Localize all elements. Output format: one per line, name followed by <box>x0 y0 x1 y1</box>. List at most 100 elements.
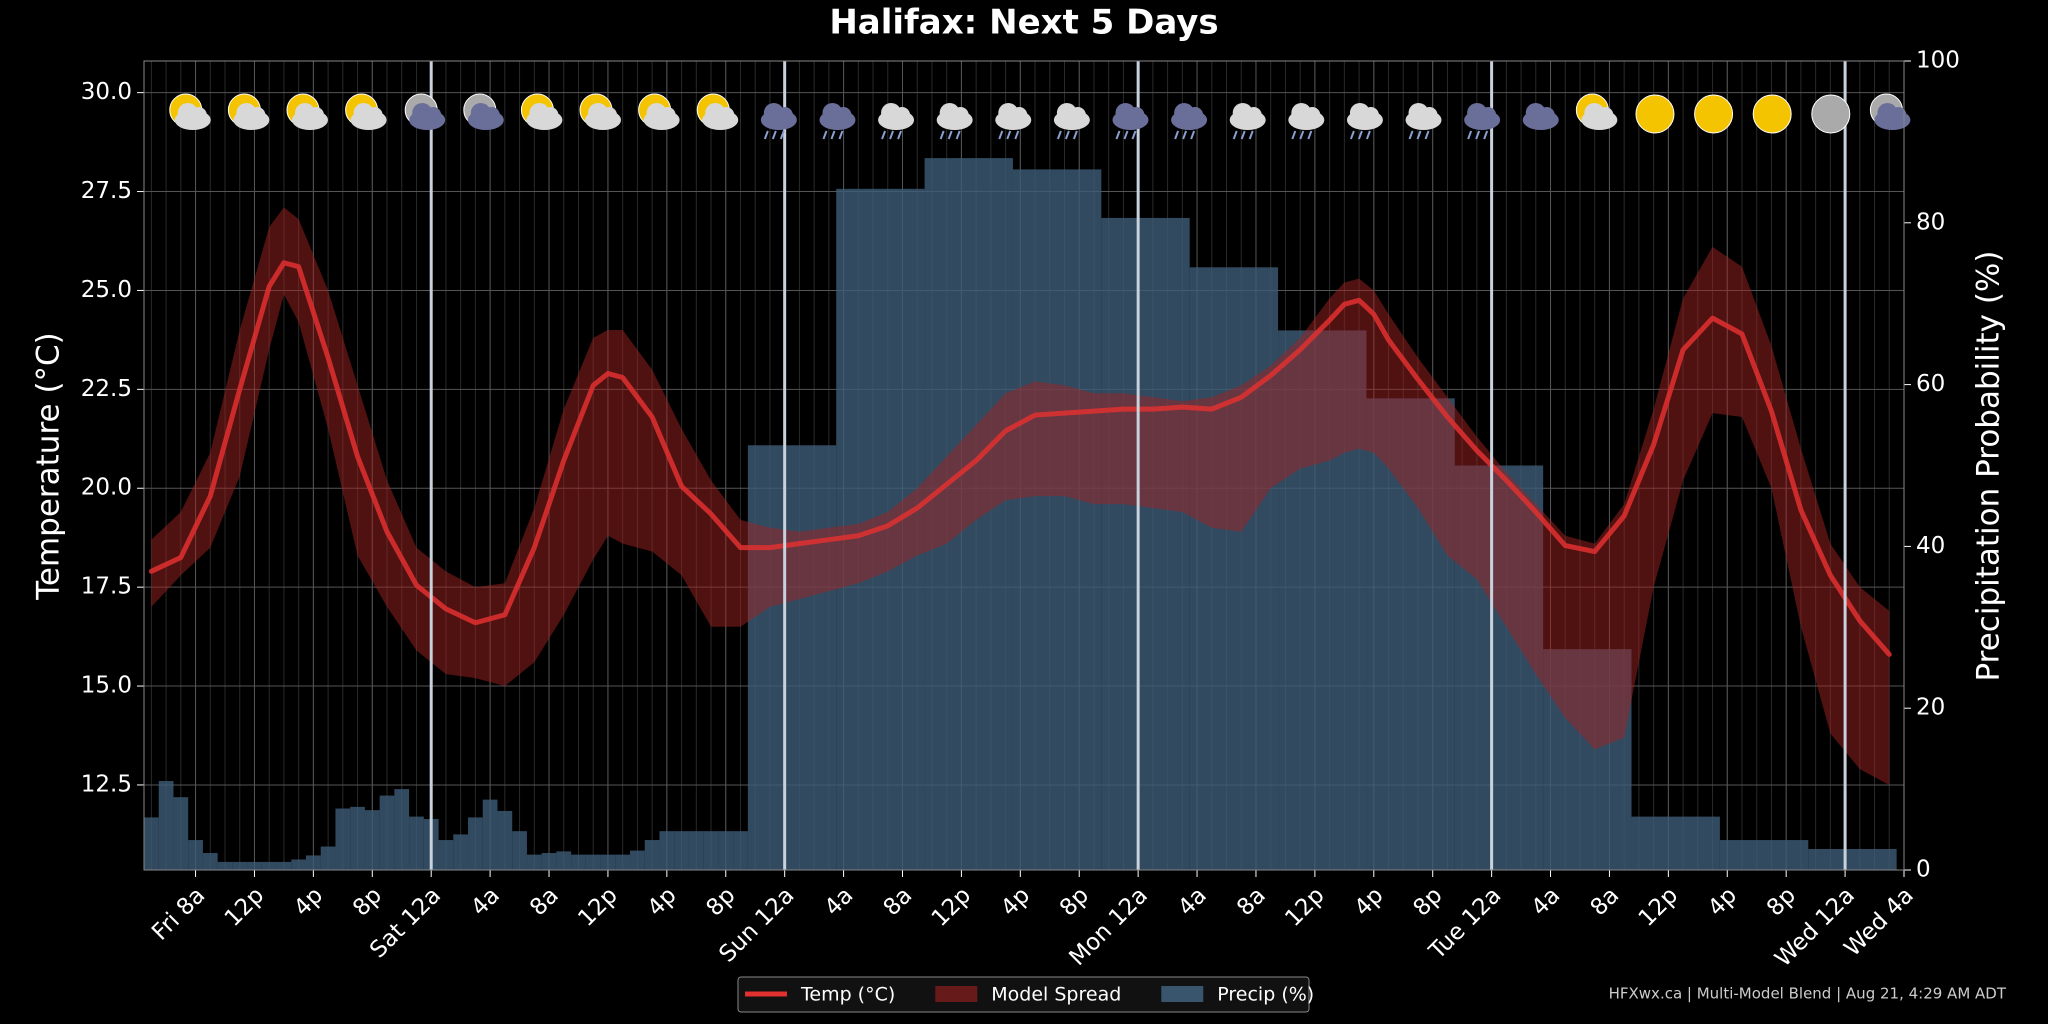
y-tick-label: 12.5 <box>81 771 132 797</box>
cloud <box>1069 107 1086 123</box>
cloud <box>718 107 735 123</box>
precip-bar <box>630 850 645 870</box>
rain <box>1475 130 1481 140</box>
legend-box <box>737 976 1310 1013</box>
rain <box>1248 130 1254 140</box>
precip-bar <box>261 861 277 870</box>
precip-bar <box>688 831 704 870</box>
y2-axis-label: Precipitation Probability (%) <box>1971 251 2007 682</box>
cloud <box>894 107 911 123</box>
rain <box>1299 130 1305 140</box>
y-tick-label: 15.0 <box>81 673 132 699</box>
precip-bar <box>615 854 631 870</box>
precip-bar <box>247 861 262 870</box>
y-tick-label: 25.0 <box>81 277 132 303</box>
cloud <box>249 107 266 123</box>
rain <box>1014 130 1020 140</box>
y-tick-label: 20.0 <box>81 475 132 501</box>
cloud <box>659 107 676 123</box>
y-axis-label: Temperature (°C) <box>31 332 67 601</box>
precip-bar <box>1808 848 1897 870</box>
rain <box>779 130 785 140</box>
precip-bar <box>733 831 748 870</box>
chart-title: Halifax: Next 5 Days <box>829 3 1218 43</box>
moon <box>1811 94 1851 134</box>
rain <box>1182 130 1188 140</box>
precip-bar <box>1189 267 1279 870</box>
model-spread <box>151 207 1890 785</box>
precip-bar <box>674 831 689 870</box>
precip-bar <box>541 853 557 870</box>
rain <box>1174 130 1180 140</box>
rain <box>1349 130 1355 140</box>
precip-bar <box>747 445 837 870</box>
precip-bar <box>497 810 513 870</box>
cloud <box>366 107 383 123</box>
cloud <box>835 107 852 123</box>
rain <box>1123 130 1129 140</box>
footnote: HFXwx.ca | Multi-Model Blend | Aug 21, 4… <box>1609 985 2007 1003</box>
y-tick-label: 27.5 <box>81 178 132 204</box>
precip-bar <box>659 831 675 870</box>
y2-tick-label: 80 <box>1916 209 1945 235</box>
cloud <box>307 107 324 123</box>
precip-bar <box>718 831 734 870</box>
precip-bar <box>482 799 498 870</box>
cloud <box>1362 107 1379 123</box>
precip-bar <box>512 831 527 870</box>
cloud <box>952 107 969 123</box>
cloud <box>1480 107 1497 123</box>
precip-bar <box>144 817 159 870</box>
precip-bar <box>364 810 380 870</box>
cloud <box>1597 107 1614 123</box>
precip-bar <box>1012 169 1102 870</box>
precip-bar <box>526 854 542 870</box>
precip-bar <box>173 797 189 870</box>
cloud <box>425 107 442 123</box>
precip-bar <box>453 834 469 870</box>
precip-bar <box>158 781 174 870</box>
rain <box>1416 130 1422 140</box>
precip-bar <box>644 840 660 870</box>
precip-bar <box>232 861 248 870</box>
legend-swatch <box>935 986 978 1002</box>
rain <box>1365 130 1371 140</box>
y2-tick-label: 0 <box>1916 857 1931 883</box>
precip-bar <box>320 846 336 870</box>
rain <box>830 130 836 140</box>
rain <box>771 130 777 140</box>
rain <box>947 130 953 140</box>
rain <box>1115 130 1121 140</box>
rain <box>1291 130 1297 140</box>
cloud <box>1421 107 1438 123</box>
cloud <box>1890 107 1907 123</box>
cloud <box>483 107 500 123</box>
weather-icons <box>169 93 1911 140</box>
rain <box>955 130 961 140</box>
legend: Temp (°C) Model Spread Precip (%) <box>737 976 1314 1013</box>
rain <box>998 130 1004 140</box>
rain <box>1408 130 1414 140</box>
plot-frame <box>143 60 1905 871</box>
rain <box>881 130 886 140</box>
sun <box>1752 94 1792 134</box>
rain <box>1357 130 1363 140</box>
precip-bar <box>276 861 292 870</box>
precip-bar <box>703 831 719 870</box>
rain <box>897 130 902 140</box>
precip-bar <box>409 816 424 870</box>
precip-bar <box>394 789 410 870</box>
rain <box>939 130 945 140</box>
precip-bar <box>379 795 395 870</box>
rain <box>889 130 894 140</box>
y2-tick-label: 60 <box>1916 371 1945 397</box>
precip-bar <box>350 806 365 870</box>
rain <box>1483 130 1489 140</box>
y-tick-label: 30.0 <box>81 79 132 105</box>
precip-bar <box>556 851 572 870</box>
y-tick-label: 22.5 <box>81 376 132 402</box>
precip-bar <box>306 855 321 870</box>
legend-label: Temp (°C) <box>800 984 895 1006</box>
cloud <box>190 107 207 123</box>
legend-swatch <box>1161 986 1204 1002</box>
